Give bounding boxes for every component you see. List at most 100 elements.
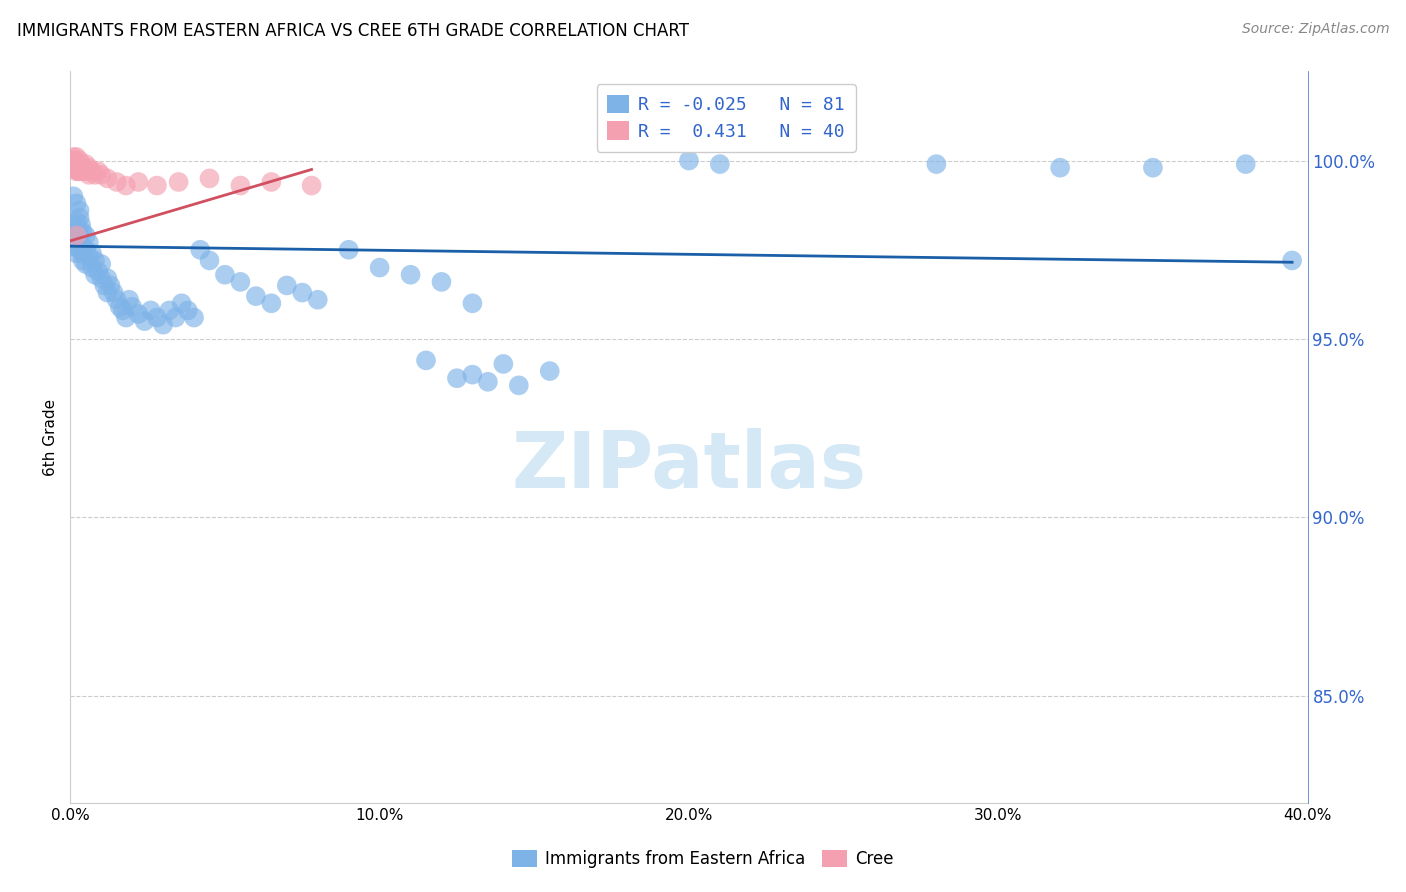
Point xyxy=(75,243,97,257)
Point xyxy=(62,150,84,164)
Point xyxy=(84,253,107,268)
Point xyxy=(291,285,314,300)
Point xyxy=(108,300,131,314)
Point xyxy=(100,278,122,293)
Point xyxy=(260,296,283,310)
Point xyxy=(75,257,97,271)
Point xyxy=(96,171,118,186)
Point xyxy=(80,260,103,275)
Point xyxy=(118,293,141,307)
Point xyxy=(121,300,143,314)
Point xyxy=(198,253,221,268)
Point xyxy=(165,310,187,325)
Point xyxy=(62,189,84,203)
Point xyxy=(90,168,112,182)
Point xyxy=(70,218,93,232)
Point xyxy=(96,271,118,285)
Point xyxy=(62,161,84,175)
Point xyxy=(72,164,94,178)
Point xyxy=(260,175,283,189)
Point xyxy=(69,243,91,257)
Point xyxy=(134,314,156,328)
Point xyxy=(1049,161,1071,175)
Point xyxy=(80,164,103,178)
Point xyxy=(170,296,193,310)
Point xyxy=(1234,157,1257,171)
Point xyxy=(678,153,700,168)
Point xyxy=(75,157,97,171)
Point xyxy=(77,161,100,175)
Legend: Immigrants from Eastern Africa, Cree: Immigrants from Eastern Africa, Cree xyxy=(505,843,901,875)
Point xyxy=(69,235,91,250)
Point xyxy=(146,310,169,325)
Point xyxy=(127,307,149,321)
Legend: R = -0.025   N = 81, R =  0.431   N = 40: R = -0.025 N = 81, R = 0.431 N = 40 xyxy=(596,84,856,152)
Point xyxy=(69,225,91,239)
Point xyxy=(198,171,221,186)
Text: Source: ZipAtlas.com: Source: ZipAtlas.com xyxy=(1241,22,1389,37)
Point xyxy=(62,239,84,253)
Point xyxy=(368,260,391,275)
Point xyxy=(152,318,174,332)
Point xyxy=(65,157,87,171)
Point xyxy=(337,243,360,257)
Point xyxy=(84,268,107,282)
Point xyxy=(115,178,138,193)
Point xyxy=(72,161,94,175)
Point xyxy=(105,293,128,307)
Point xyxy=(90,271,112,285)
Point xyxy=(87,264,110,278)
Point xyxy=(77,168,100,182)
Point xyxy=(63,228,86,243)
Point xyxy=(183,310,205,325)
Point xyxy=(177,303,200,318)
Point xyxy=(461,368,484,382)
Point xyxy=(62,153,84,168)
Point xyxy=(65,246,87,260)
Point xyxy=(111,303,134,318)
Point xyxy=(65,157,87,171)
Point xyxy=(415,353,437,368)
Point xyxy=(60,225,83,239)
Point xyxy=(69,153,91,168)
Point xyxy=(93,278,115,293)
Point xyxy=(65,232,87,246)
Point xyxy=(84,168,107,182)
Point xyxy=(307,293,329,307)
Point xyxy=(115,310,138,325)
Point xyxy=(139,303,162,318)
Point xyxy=(1281,253,1303,268)
Point xyxy=(925,157,948,171)
Point xyxy=(69,157,91,171)
Point xyxy=(60,157,83,171)
Point xyxy=(77,250,100,264)
Point xyxy=(75,164,97,178)
Point xyxy=(77,235,100,250)
Point xyxy=(430,275,453,289)
Point xyxy=(127,175,149,189)
Point xyxy=(90,257,112,271)
Point xyxy=(65,150,87,164)
Point xyxy=(96,285,118,300)
Point xyxy=(399,268,422,282)
Point xyxy=(69,211,91,225)
Point xyxy=(62,157,84,171)
Point xyxy=(446,371,468,385)
Point xyxy=(62,218,84,232)
Point xyxy=(709,157,731,171)
Point xyxy=(72,239,94,253)
Point xyxy=(72,246,94,260)
Point xyxy=(65,161,87,175)
Point xyxy=(87,164,110,178)
Point xyxy=(69,161,91,175)
Point xyxy=(157,303,180,318)
Point xyxy=(276,278,298,293)
Point xyxy=(538,364,561,378)
Point xyxy=(72,225,94,239)
Point xyxy=(63,161,86,175)
Point xyxy=(72,253,94,268)
Point xyxy=(67,164,90,178)
Point xyxy=(492,357,515,371)
Point xyxy=(229,275,252,289)
Point xyxy=(1142,161,1164,175)
